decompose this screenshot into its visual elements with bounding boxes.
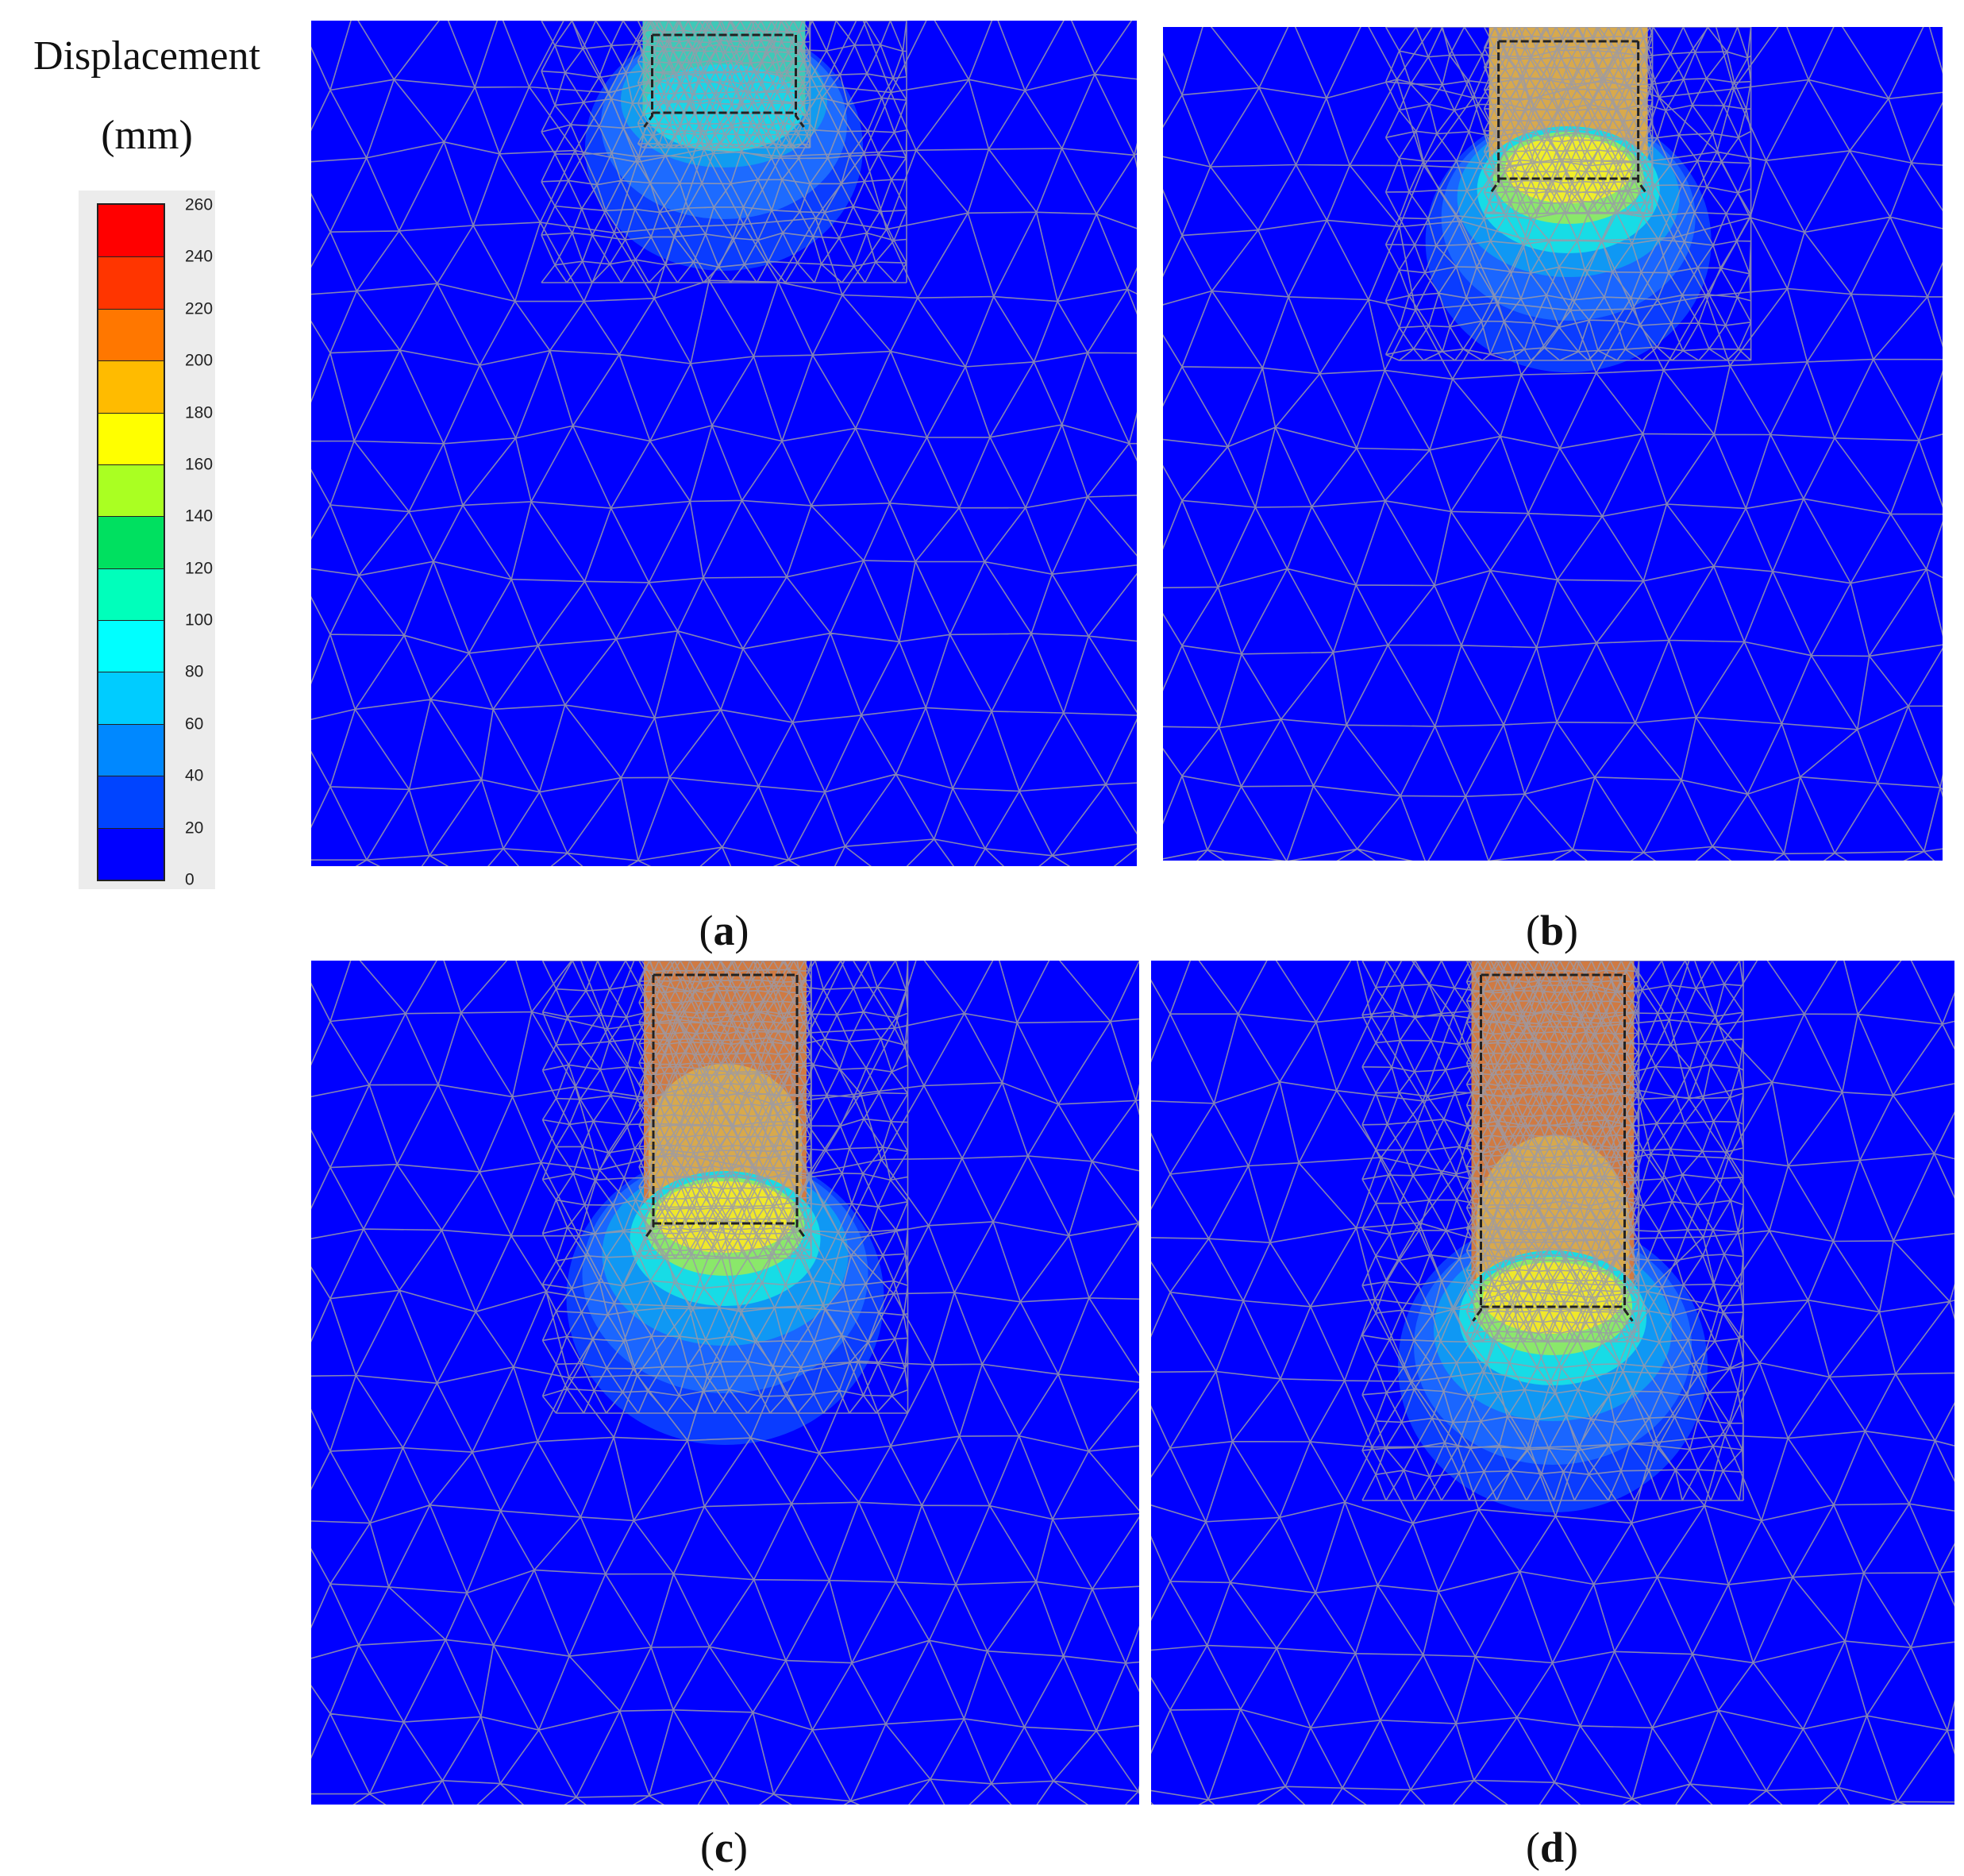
mesh-panel-b	[1163, 27, 1943, 861]
caption-a: (a)	[699, 907, 749, 954]
legend-color-band	[98, 620, 164, 672]
legend-tick-label: 160	[185, 455, 214, 474]
legend-color-band	[98, 827, 164, 880]
mesh-panel-d	[1151, 961, 1954, 1805]
fe-mesh-contour-plot	[311, 961, 1139, 1805]
mesh-panel-a	[311, 21, 1137, 866]
legend-unit: (mm)	[101, 113, 193, 158]
color-scale-bar	[97, 203, 165, 881]
legend-tick-label: 260	[185, 195, 214, 214]
legend-color-band	[98, 723, 164, 776]
legend-tick-label: 240	[185, 247, 214, 266]
fe-mesh-contour-plot	[1151, 961, 1954, 1805]
legend-tick-label: 20	[185, 819, 204, 838]
legend-color-band	[98, 776, 164, 828]
legend-tick-label: 140	[185, 507, 214, 526]
legend-title: Displacement	[33, 33, 260, 79]
legend-color-band	[98, 568, 164, 621]
legend-tick-label: 200	[185, 351, 214, 370]
legend-color-band	[98, 464, 164, 517]
fe-mesh-contour-plot	[1163, 27, 1943, 861]
legend-tick-label: 180	[185, 403, 214, 422]
legend-color-band	[98, 256, 164, 309]
legend-tick-label: 0	[185, 870, 194, 889]
legend-tick-label: 60	[185, 715, 204, 734]
legend-tick-label: 80	[185, 662, 204, 681]
caption-d: (d)	[1525, 1824, 1578, 1871]
legend-tick-label: 120	[185, 559, 214, 578]
fe-mesh-contour-plot	[311, 21, 1137, 866]
legend-tick-label: 100	[185, 611, 214, 630]
legend-color-band	[98, 360, 164, 413]
legend-color-band	[98, 205, 164, 257]
caption-c: (c)	[700, 1824, 748, 1871]
legend-color-band	[98, 412, 164, 464]
caption-b: (b)	[1525, 907, 1578, 954]
legend-tick-label: 220	[185, 299, 214, 318]
mesh-panel-c	[311, 961, 1139, 1805]
legend-color-band	[98, 672, 164, 724]
legend-color-band	[98, 308, 164, 361]
legend-tick-label: 40	[185, 766, 204, 785]
legend-color-band	[98, 516, 164, 568]
